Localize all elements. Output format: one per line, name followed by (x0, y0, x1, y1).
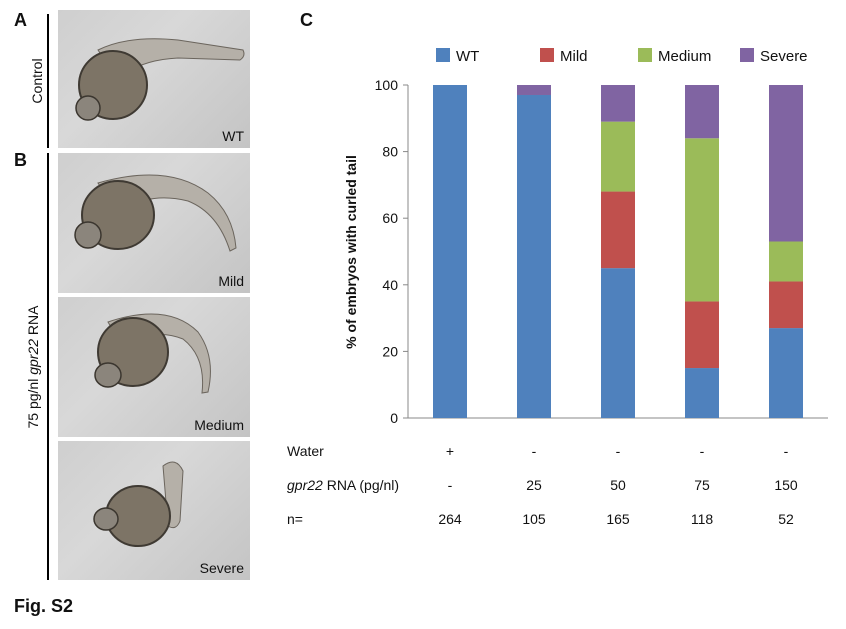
y-tick-label: 100 (375, 77, 399, 93)
n-value: 165 (606, 511, 630, 527)
bar-segment-medium (769, 241, 803, 282)
n-value: 118 (690, 511, 714, 527)
bar-segment-wt (769, 328, 803, 418)
embryo-severe-drawing (93, 461, 184, 547)
injection-bracket-line (47, 153, 49, 580)
embryo-image-wt: WT (58, 10, 250, 148)
legend-swatch-wt (436, 48, 450, 62)
rna-value: 75 (694, 477, 710, 493)
embryo-caption-severe: Severe (199, 560, 244, 576)
rna-label-gene: gpr22 (287, 477, 323, 493)
rna-value: 50 (610, 477, 626, 493)
embryo-medium-drawing (94, 313, 211, 394)
legend-label-mild: Mild (560, 48, 588, 65)
y-tick-label: 40 (382, 277, 398, 293)
rna-value: 25 (526, 477, 542, 493)
legend-label-medium: Medium (658, 48, 711, 65)
y-tick-label: 60 (382, 210, 398, 226)
bar-segment-severe (601, 85, 635, 122)
embryo-mild-drawing (74, 174, 237, 252)
embryo-caption-wt: WT (222, 128, 244, 144)
embryo-image-severe: Severe (58, 441, 250, 580)
legend-swatch-mild (540, 48, 554, 62)
legend-swatch-severe (740, 48, 754, 62)
bar-segment-severe (685, 85, 719, 139)
legend-swatch-medium (638, 48, 652, 62)
panel-a-letter: A (14, 10, 27, 30)
bar-segment-mild (601, 191, 635, 269)
bar-segment-wt (517, 94, 551, 419)
n-value: 52 (778, 511, 794, 527)
n-label: n= (287, 511, 303, 527)
n-value: 264 (438, 511, 462, 527)
water-value: + (445, 443, 455, 459)
bar-segment-medium (601, 121, 635, 192)
embryo-caption-medium: Medium (194, 417, 244, 433)
embryo-wt-drawing (75, 38, 245, 121)
legend-label-severe: Severe (760, 48, 808, 65)
panel-b-letter: B (14, 150, 27, 170)
bar-segment-medium (685, 138, 719, 302)
water-label: Water (287, 443, 324, 459)
legend-label-wt: WT (456, 48, 479, 65)
y-axis-title: % of embryos with curled tail (343, 155, 359, 349)
n-value: 105 (522, 511, 546, 527)
embryo-image-mild: Mild (58, 153, 250, 293)
water-value: - (615, 443, 621, 459)
bar-segment-severe (517, 85, 551, 95)
bar-segment-severe (769, 85, 803, 242)
water-value: - (531, 443, 537, 459)
bar-segment-mild (685, 301, 719, 369)
embryo-caption-mild: Mild (218, 273, 244, 289)
rna-label: gpr22 RNA (pg/nl) (287, 477, 399, 493)
bar-segment-wt (601, 268, 635, 418)
rna-value: 150 (774, 477, 798, 493)
embryo-image-medium: Medium (58, 297, 250, 437)
rna-value: - (447, 477, 453, 493)
bar-segment-mild (769, 281, 803, 329)
rna-label-rest: RNA (pg/nl) (322, 477, 400, 493)
figure-label: Fig. S2 (14, 596, 74, 616)
y-tick-label: 0 (390, 410, 398, 426)
control-bracket-line (47, 14, 49, 148)
y-tick-label: 80 (382, 144, 398, 160)
bar-segment-wt (433, 85, 467, 418)
y-tick-label: 20 (382, 343, 398, 359)
water-value: - (699, 443, 705, 459)
bar-segment-wt (685, 368, 719, 418)
water-value: - (783, 443, 789, 459)
panel-c-letter: C (300, 10, 313, 30)
